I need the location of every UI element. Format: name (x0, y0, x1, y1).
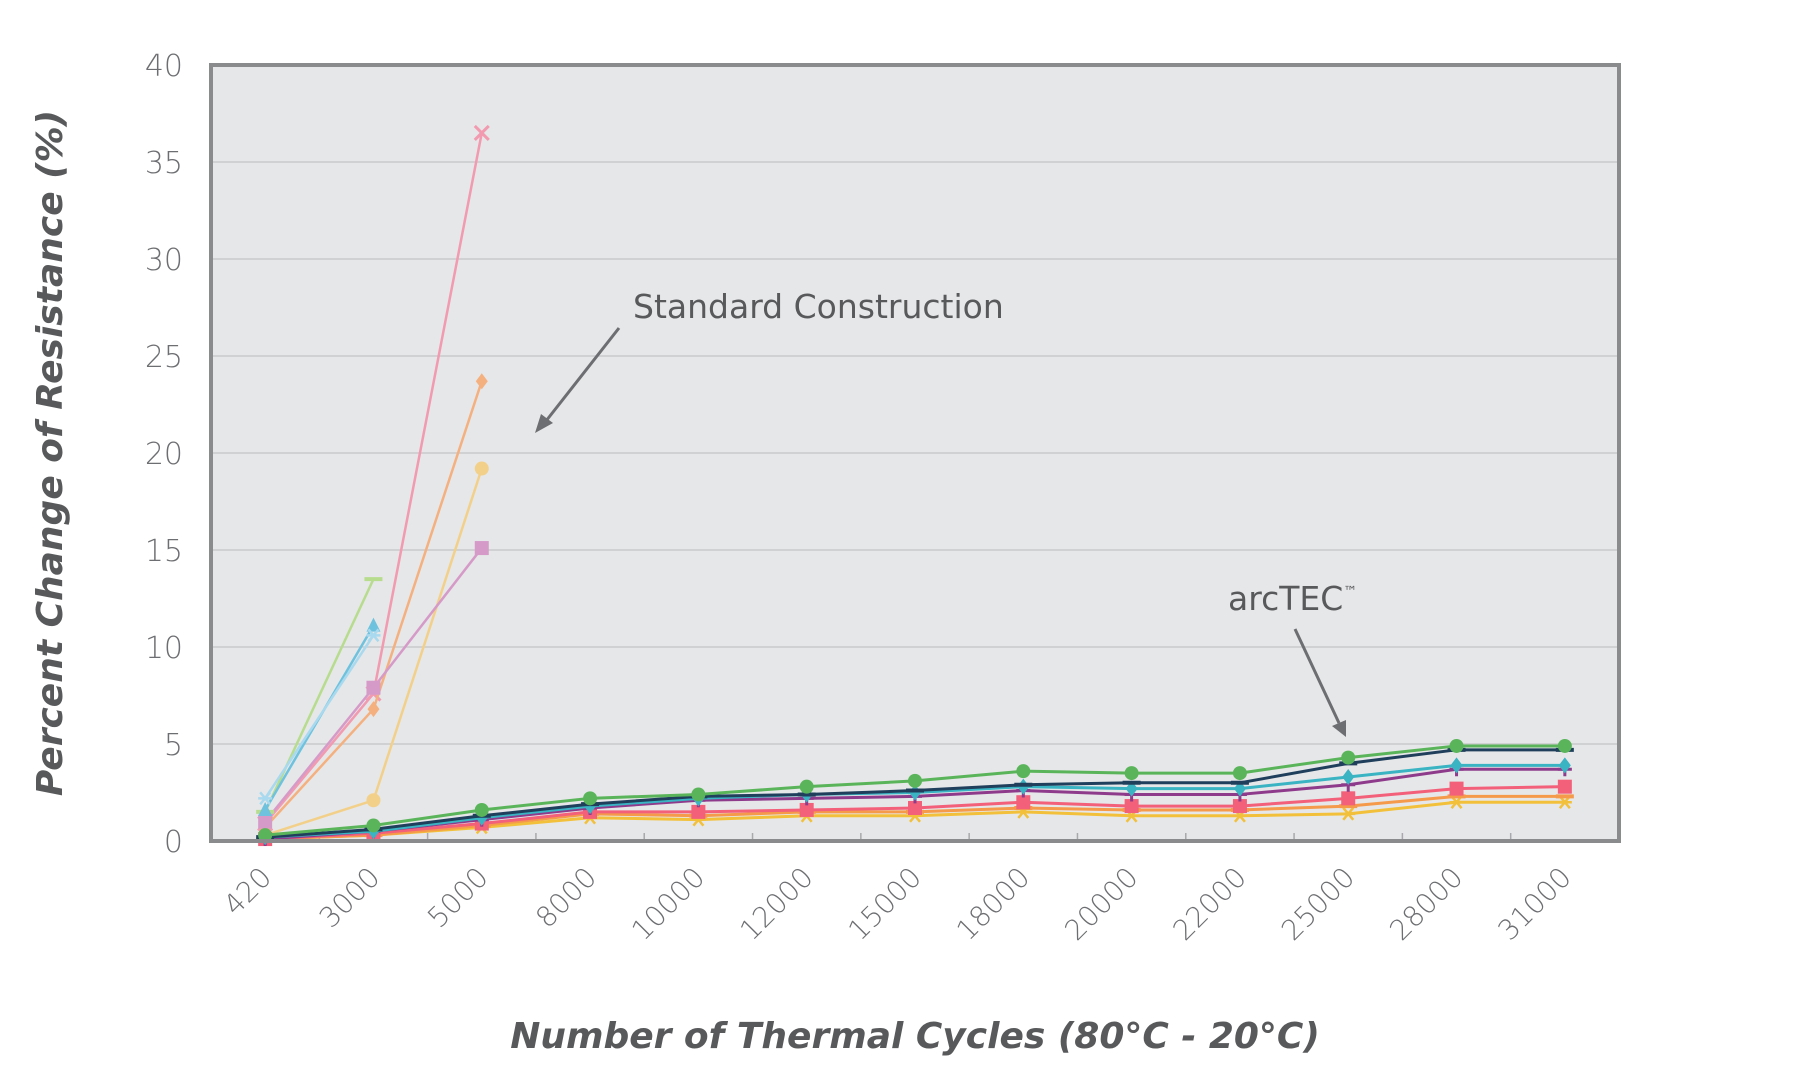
data-point-star (258, 791, 273, 806)
data-point-circle (474, 461, 489, 476)
y-tick-label: 25 (145, 340, 183, 375)
data-point-diamond (367, 701, 380, 718)
data-point-circle (908, 773, 922, 788)
data-point-diamond (475, 373, 488, 390)
data-point-square (1449, 781, 1464, 796)
y-tick-label: 40 (145, 49, 183, 84)
annotation-arctec-label: arcTEC™ (1228, 579, 1357, 618)
annotation-arctec-tm: ™ (1343, 584, 1357, 600)
plot-frame (209, 63, 1621, 843)
x-tick-label: 28000 (1383, 861, 1469, 947)
data-point-triangle (366, 617, 381, 632)
data-point-circle (1124, 766, 1139, 781)
annotation-arctec-arrow (1293, 628, 1341, 724)
series-arctec (258, 738, 1572, 843)
data-point-circle (258, 828, 273, 843)
annotation-arctec-arrowhead (1332, 720, 1346, 737)
data-point-square (1557, 779, 1572, 794)
y-tick-label: 20 (145, 437, 183, 472)
data-point-diamond (1558, 757, 1571, 774)
data-point-square (1124, 799, 1139, 814)
x-tick-label: 5000 (421, 861, 495, 935)
data-point-circle (583, 791, 598, 806)
annotation-standard-construction: Standard Construction (535, 287, 1004, 433)
x-tick-label: 18000 (950, 861, 1036, 947)
annotation-standard-arrow (544, 327, 621, 422)
y-tick-label: 10 (145, 631, 183, 666)
y-tick-label: 15 (145, 534, 183, 569)
data-point-circle (366, 793, 381, 808)
x-tick-label: 25000 (1275, 861, 1361, 947)
data-point-square (1341, 791, 1356, 806)
series-standard (258, 541, 489, 829)
data-point-square (1232, 799, 1247, 814)
x-tick-label: 31000 (1491, 861, 1577, 947)
gridlines (211, 161, 1619, 745)
y-tick-label: 35 (145, 146, 183, 181)
data-point-square (799, 802, 814, 817)
y-tick-label: 0 (164, 825, 183, 860)
x-axis-title: Number of Thermal Cycles (80°C - 20°C) (510, 1016, 1320, 1057)
x-tick-label: 3000 (313, 861, 387, 935)
series-standard (258, 628, 381, 806)
data-point-circle (799, 779, 814, 794)
data-point-square (474, 541, 489, 556)
data-point-circle (1449, 738, 1464, 753)
annotation-arctec: arcTEC™ (1228, 579, 1357, 737)
y-axis-title: Percent Change of Resistance (%) (30, 110, 71, 796)
data-point-circle (366, 818, 381, 833)
x-tick-label: 22000 (1167, 861, 1253, 947)
annotation-standard-arrowhead (535, 414, 553, 433)
data-point-square (258, 814, 273, 829)
data-point-square (908, 801, 922, 816)
annotation-arctec-text: arcTEC (1228, 579, 1343, 618)
annotation-standard-label: Standard Construction (633, 287, 1004, 326)
x-tick-label: 20000 (1058, 861, 1144, 947)
y-tick-label: 30 (145, 243, 183, 278)
data-point-x (473, 124, 490, 141)
data-point-star (366, 628, 381, 643)
data-point-circle (1016, 764, 1031, 779)
x-tick-label: 15000 (842, 861, 928, 947)
data-point-square (1016, 795, 1031, 810)
x-tick-labels: 420 3000 5000 8000 10000 12000 15000 18000 20000… (217, 861, 1578, 947)
data-point-circle (1341, 750, 1356, 765)
x-tick-label: 420 (217, 861, 278, 922)
data-point-diamond (1450, 757, 1463, 774)
data-point-diamond (1342, 768, 1355, 785)
x-tick-label: 12000 (733, 861, 819, 947)
data-point-circle (1232, 766, 1247, 781)
x-tick-label: 8000 (529, 861, 603, 935)
data-point-circle (1557, 738, 1572, 753)
series-line (264, 634, 375, 800)
x-tick-label: 10000 (625, 861, 711, 947)
data-point-circle (691, 787, 706, 802)
data-point-square (691, 804, 706, 819)
y-tick-labels: 0 5 10 15 20 25 30 35 40 (145, 49, 183, 860)
data-point-square (366, 680, 381, 695)
data-point-star (1341, 807, 1356, 821)
y-tick-label: 5 (164, 728, 183, 763)
data-point-triangle (258, 801, 273, 816)
data-point-circle (474, 802, 489, 817)
